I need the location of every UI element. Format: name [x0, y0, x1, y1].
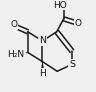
Text: O: O: [75, 19, 82, 28]
Text: H₂N: H₂N: [7, 50, 24, 59]
Polygon shape: [41, 62, 44, 72]
Text: N: N: [39, 36, 46, 45]
Text: HO: HO: [53, 1, 66, 10]
Text: H: H: [39, 69, 46, 78]
Text: O: O: [10, 20, 17, 29]
Text: S: S: [69, 60, 75, 69]
